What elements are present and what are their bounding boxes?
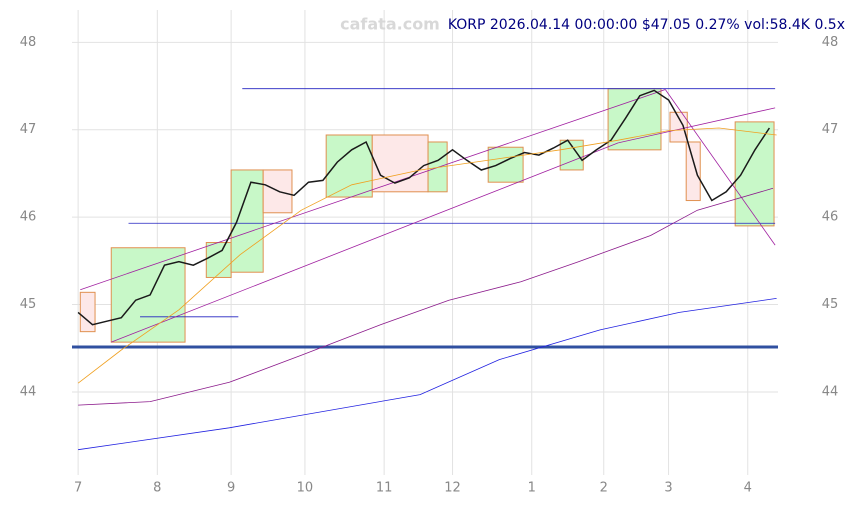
- zone-box: [205, 242, 232, 278]
- zone-box: [79, 291, 96, 333]
- y-tick-label: 47: [20, 122, 37, 137]
- series-line: [77, 127, 777, 384]
- trend-line: [664, 89, 776, 246]
- x-tick-label: 11: [376, 481, 393, 496]
- x-tick-label: 12: [444, 481, 461, 496]
- zone-box: [685, 141, 701, 202]
- y-tick-label-right: 45: [822, 297, 839, 312]
- trend-line: [618, 107, 776, 144]
- zone-box: [325, 134, 373, 198]
- zone-box: [487, 146, 524, 183]
- x-tick-label: 8: [153, 481, 161, 496]
- trend-line: [111, 142, 619, 343]
- zone-box: [427, 141, 448, 193]
- chart-title: KORP 2026.04.14 00:00:00 $47.05 0.27% vo…: [448, 17, 845, 33]
- series-line: [77, 89, 771, 326]
- y-tick-label-right: 47: [822, 122, 839, 137]
- y-tick-label: 46: [20, 210, 37, 225]
- x-tick-label: 9: [227, 481, 235, 496]
- y-tick-label-right: 44: [822, 384, 839, 399]
- x-tick-label: 1: [528, 481, 536, 496]
- y-tick-label: 45: [20, 297, 37, 312]
- watermark: cafata.com: [340, 15, 440, 34]
- x-tick-label: 10: [297, 481, 314, 496]
- zone-box: [371, 134, 429, 193]
- x-tick-label: 2: [600, 481, 608, 496]
- zone-box: [230, 169, 264, 273]
- series-line: [78, 298, 777, 451]
- y-tick-label: 44: [20, 384, 37, 399]
- series-line: [78, 187, 774, 406]
- zone-box: [559, 139, 584, 171]
- y-tick-label-right: 46: [822, 210, 839, 225]
- overlay: [77, 88, 777, 451]
- y-tick-label-right: 48: [822, 35, 839, 50]
- x-tick-label: 3: [664, 481, 672, 496]
- y-tick-label: 48: [20, 35, 37, 50]
- x-tick-label: 4: [744, 481, 752, 496]
- x-tick-label: 7: [74, 481, 82, 496]
- trend-line: [80, 89, 666, 291]
